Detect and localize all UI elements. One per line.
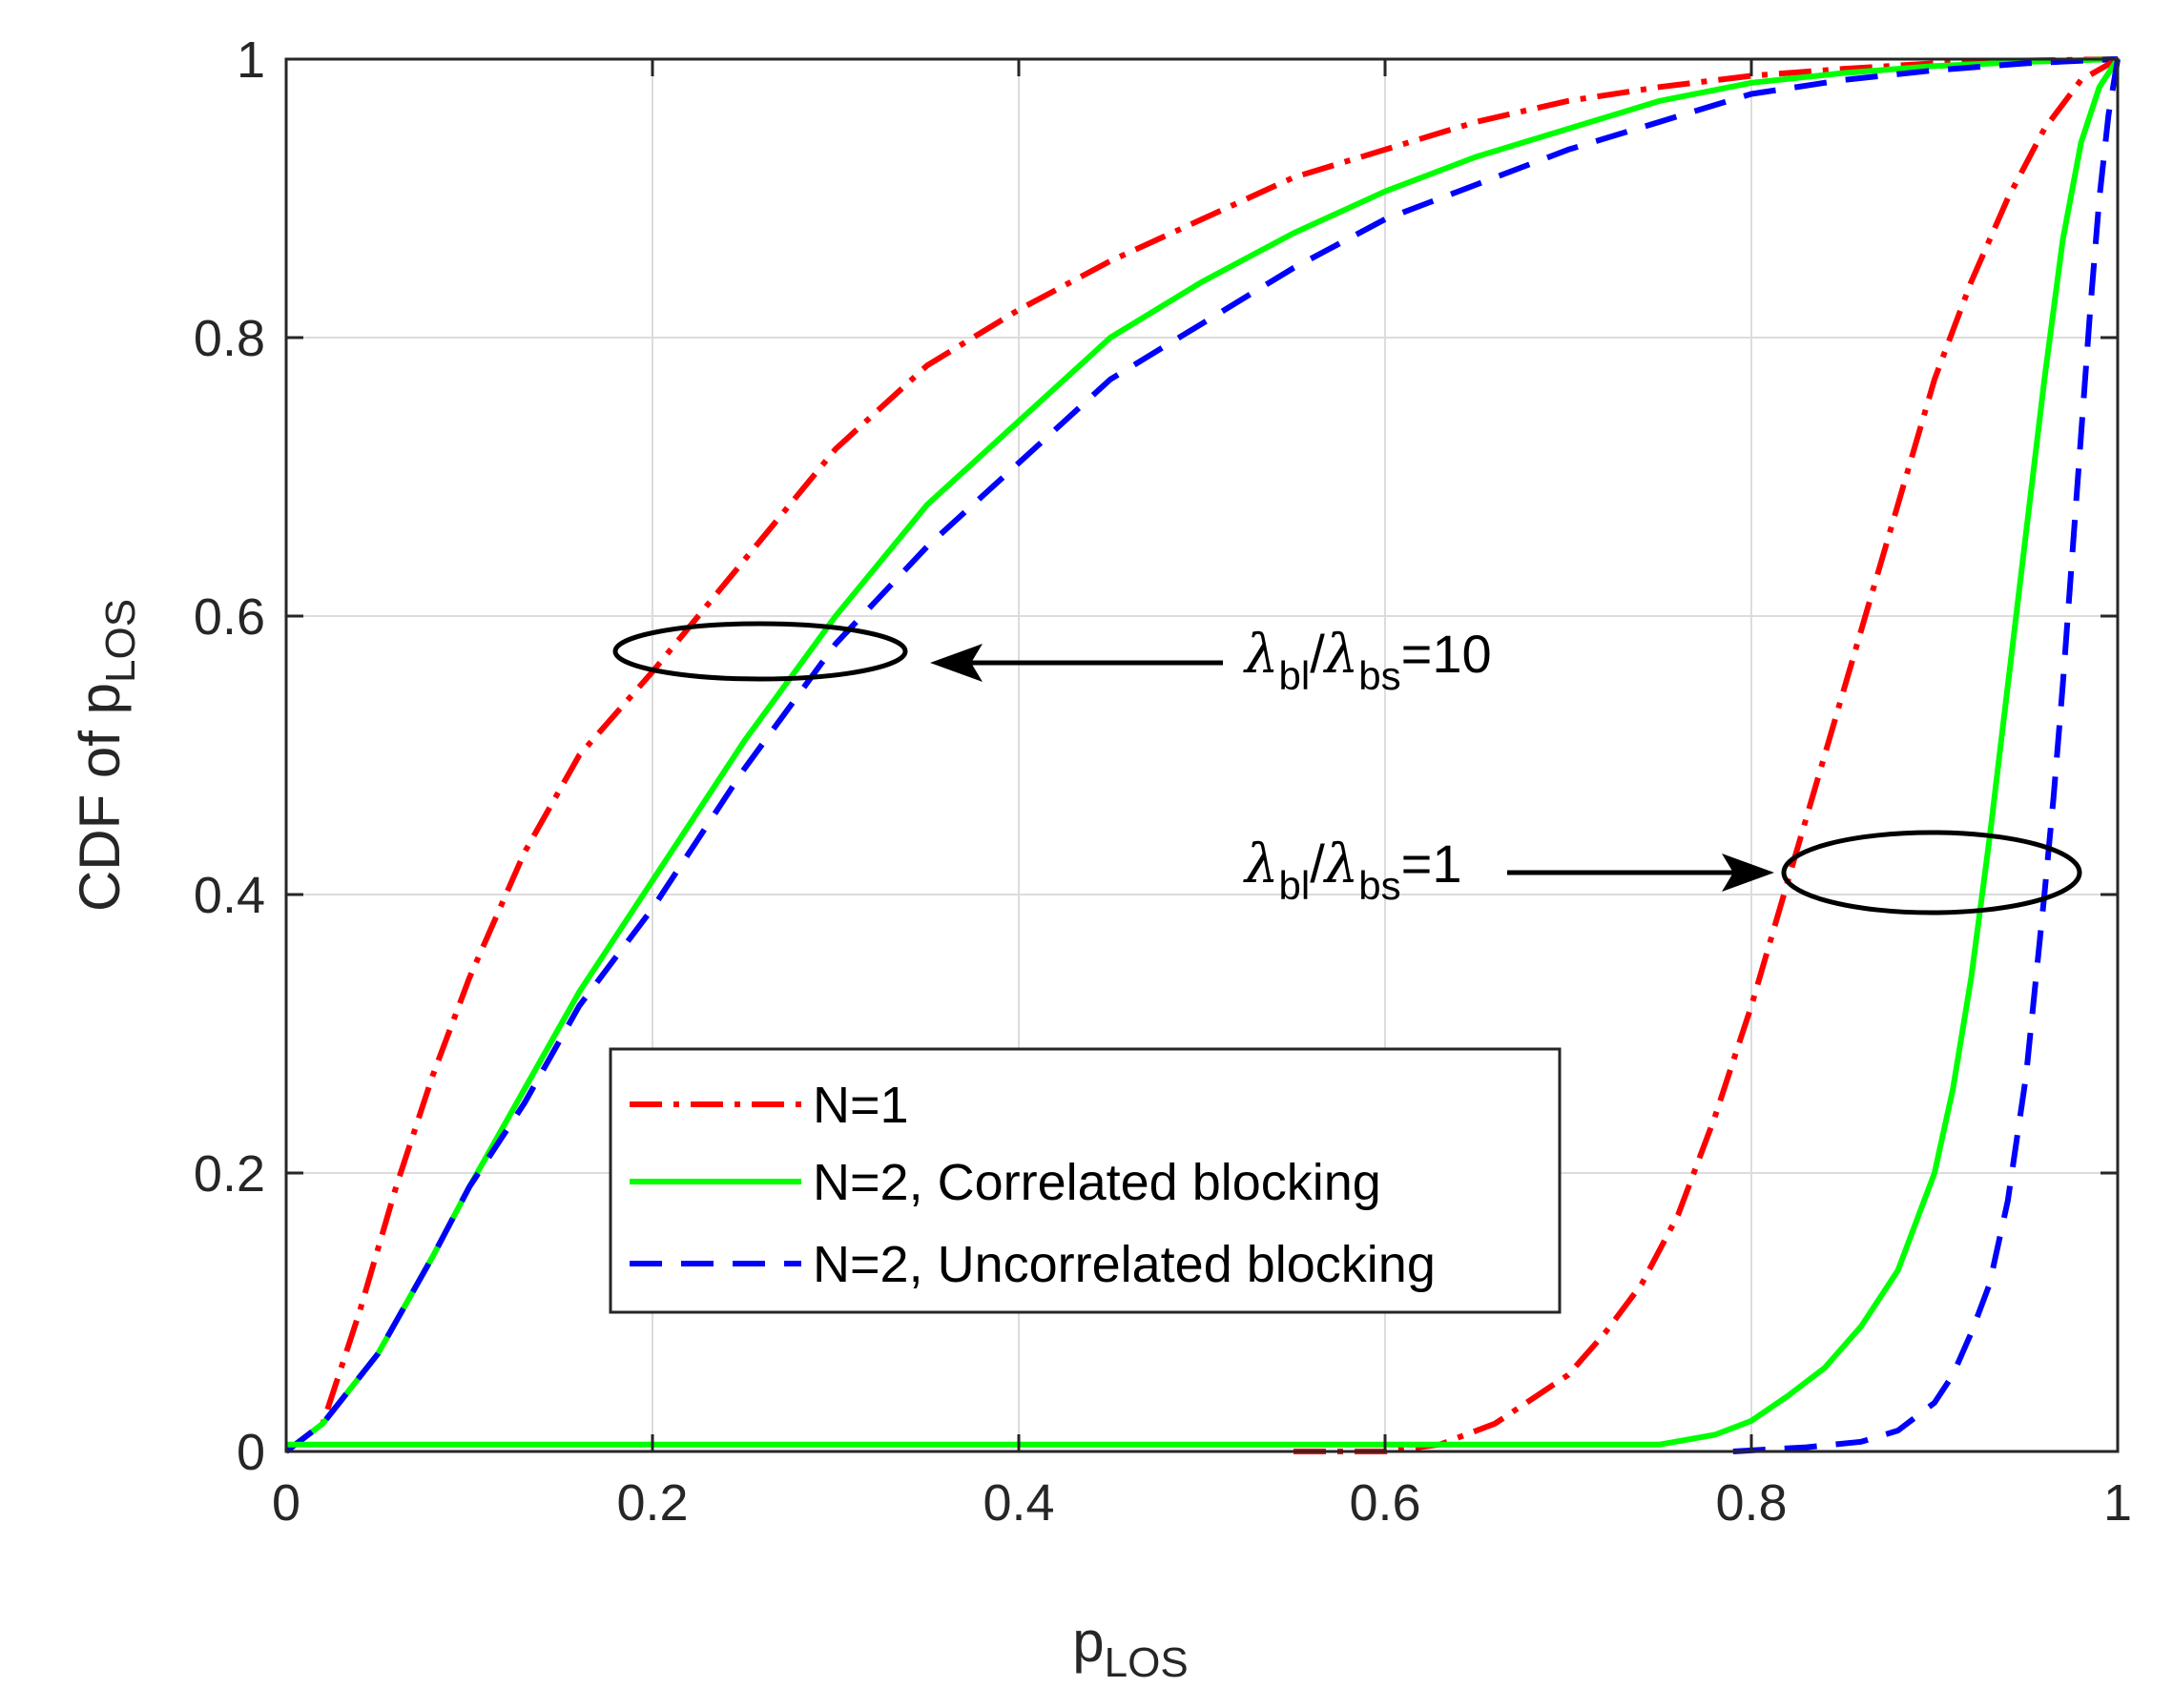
series-line-n-2-uncorrelated-blocking-ratio-1 [1732,58,2121,1454]
y-tick-label: 0 [237,1424,265,1481]
x-tick-label: 0.6 [1349,1474,1420,1532]
x-tick-label: 0.4 [983,1474,1054,1532]
annotation-ellipse-ratio-1 [1781,830,2082,916]
legend: N=1 N=2, Correlated blocking N=2, Uncorr… [609,1047,1562,1314]
legend-label-n1: N=1 [813,1077,909,1134]
x-axis-label-main: p [1072,1610,1104,1674]
tick-marks [284,57,2120,1453]
series-line-n-2-uncorrelated-blocking-ratio-10 [284,56,2119,1454]
x-tick-label: 0 [272,1474,300,1532]
y-axis-label-main: CDF of p [68,683,132,912]
y-tick-label: 0.4 [194,867,265,924]
annotation-arrowhead-ratio-10 [930,644,983,682]
series-line-n-1-ratio-10 [284,56,2119,1454]
annotation-ratio-1: λbl/λbs=1 [1243,830,2082,916]
y-axis-label-sub: LOS [97,599,144,683]
legend-label-n2-uncorrelated: N=2, Uncorrelated blocking [813,1236,1436,1293]
annotation-ellipse-ratio-10 [612,621,908,682]
x-tick-label: 0.2 [616,1474,688,1532]
y-tick-label: 0.6 [194,588,265,646]
grid-lines [286,59,2118,1451]
annotation-label-ratio-10: λbl/λbs=10 [1243,624,1492,698]
y-tick-label: 1 [237,31,265,89]
annotation-label-ratio-1: λbl/λbs=1 [1243,833,1461,908]
annotation-ratio-10: λbl/λbs=10 [612,621,1492,698]
series-line-n-2-correlated-blocking-ratio-1 [286,57,2121,1448]
x-tick-label: 1 [2103,1474,2132,1532]
x-axis-label: pLOS [1072,1610,1188,1686]
annotation-arrowhead-ratio-1 [1722,854,1774,892]
y-tick-label: 0.8 [194,310,265,367]
tick-labels: 0 0.2 0.4 0.6 0.8 1 0 0.2 0.4 0.6 0.8 1 [194,31,2132,1532]
x-axis-label-sub: LOS [1105,1639,1189,1686]
series-layer [284,56,2121,1454]
x-tick-label: 0.8 [1715,1474,1787,1532]
series-line-n-1-ratio-1 [1293,56,2120,1454]
y-tick-label: 0.2 [194,1145,265,1203]
axes-box [284,57,2120,1453]
y-axis-label: CDF of pLOS [68,599,144,912]
legend-label-n2-correlated: N=2, Correlated blocking [813,1154,1381,1211]
